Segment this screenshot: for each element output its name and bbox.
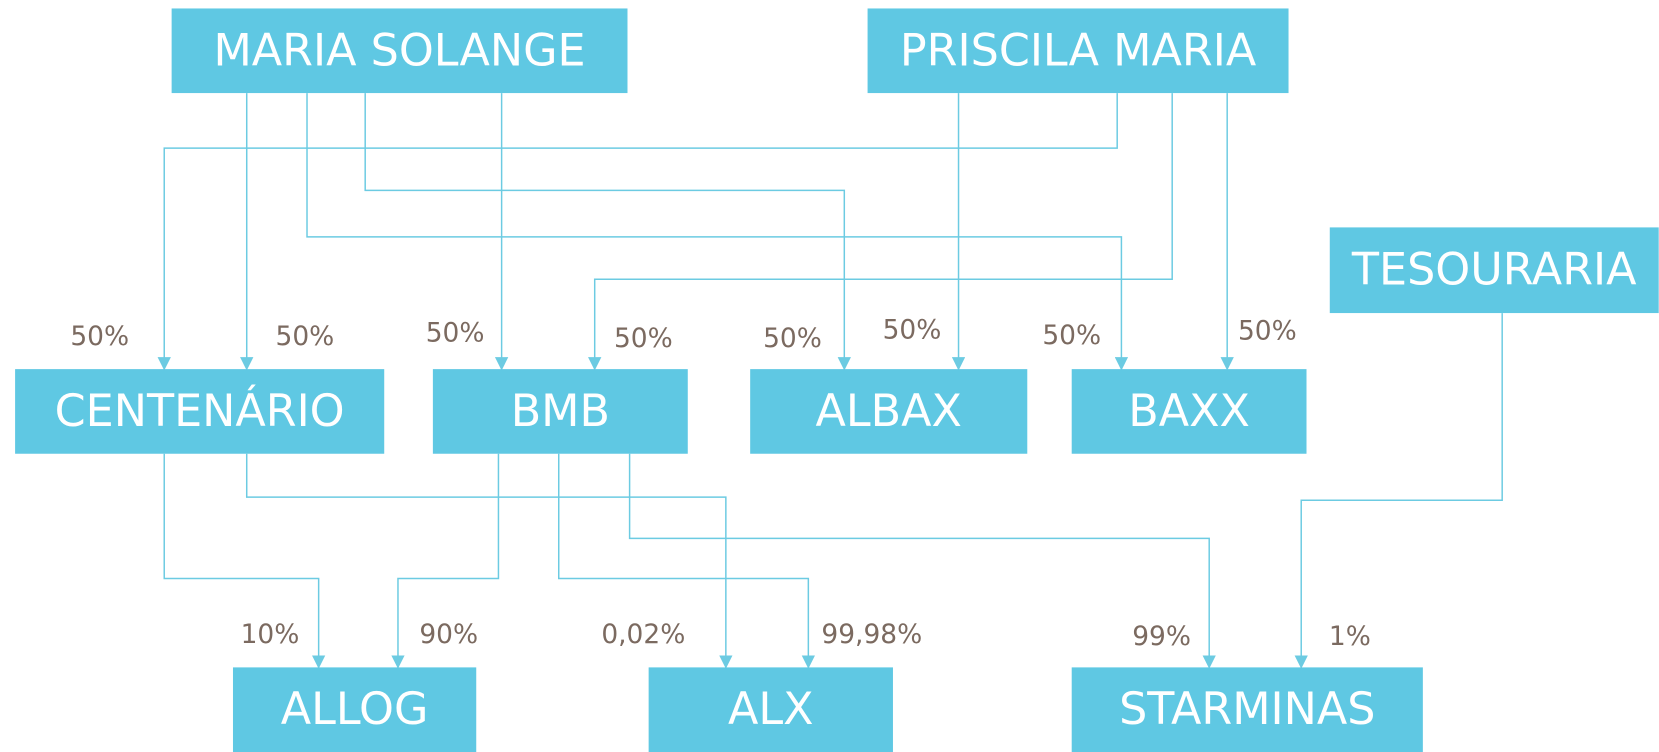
edge-label: 50% (763, 323, 822, 354)
edge-label: 50% (276, 321, 335, 352)
node-box (15, 369, 385, 454)
connector (245, 453, 733, 669)
node-label: MARIA SOLANGE (214, 25, 586, 76)
node-label: ALBAX (816, 386, 962, 437)
edge-label: 99% (1132, 621, 1191, 652)
connector (628, 453, 1216, 669)
edge-label: 50% (1238, 316, 1297, 347)
node-label: ALLOG (281, 684, 429, 735)
node-box (1071, 667, 1423, 752)
edge-label: 50% (614, 323, 673, 354)
node-label: TESOURARIA (1351, 245, 1637, 296)
connector (364, 93, 851, 371)
node-box (171, 8, 628, 94)
edge-label: 0,02% (601, 619, 685, 650)
node-box (648, 667, 893, 752)
connector (1294, 313, 1503, 669)
node-box (867, 8, 1289, 94)
connector (557, 453, 816, 669)
edge-label: 99,98% (821, 619, 922, 650)
node-label: CENTENÁRIO (55, 384, 345, 437)
connector (163, 453, 326, 669)
node-box (1071, 369, 1307, 454)
edge-label: 50% (883, 314, 942, 345)
node-box (232, 667, 477, 752)
node-label: STARMINAS (1119, 684, 1375, 735)
edge-label: 50% (1042, 320, 1101, 351)
connector (157, 93, 1118, 371)
node-box (432, 369, 688, 454)
node-box (1329, 227, 1659, 314)
node-label: PRISCILA MARIA (900, 25, 1257, 76)
node-box (750, 369, 1028, 454)
edge-label: 50% (70, 321, 129, 352)
connector (391, 453, 500, 669)
connector (588, 93, 1173, 371)
edge-label: 50% (426, 318, 485, 349)
edge-label: 90% (419, 619, 478, 650)
edge-label: 10% (241, 619, 300, 650)
node-label: ALX (728, 684, 814, 735)
node-label: BMB (511, 386, 610, 437)
node-label: BAXX (1128, 386, 1250, 437)
edge-label: 1% (1329, 621, 1371, 652)
connector (306, 93, 1129, 371)
